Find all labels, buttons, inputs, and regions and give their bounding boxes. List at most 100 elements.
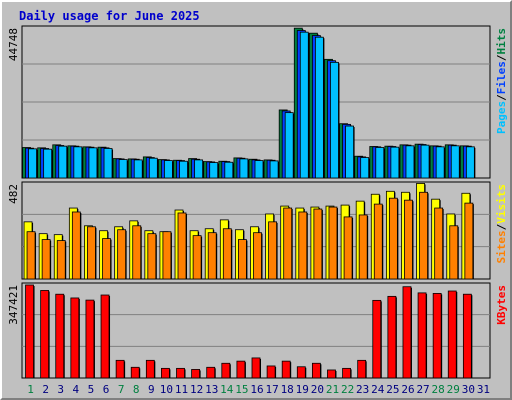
bar-kbytes-day-20 [311, 362, 321, 379]
bar-pages-day-26 [405, 145, 415, 179]
bar-pages-day-20 [314, 36, 324, 179]
visits-panel: 482 Sites/Visits [7, 181, 508, 280]
bar-kbytes-day-24 [372, 299, 382, 379]
bar-kbytes-day-17 [266, 365, 276, 379]
x-tick-day-11: 11 [175, 383, 188, 396]
kbytes-panel: 347421 KBytes [7, 282, 508, 379]
bar-kbytes-day-25 [387, 295, 397, 379]
bar-sites-day-29 [449, 225, 459, 280]
x-tick-day-27: 27 [416, 383, 429, 396]
bar-kbytes-day-30 [462, 293, 472, 379]
x-tick-day-20: 20 [311, 383, 324, 396]
x-tick-day-12: 12 [190, 383, 203, 396]
bar-pages-day-18 [284, 112, 294, 179]
bar-sites-day-19 [298, 211, 308, 280]
bar-kbytes-day-9 [145, 359, 155, 379]
x-tick-day-31: 31 [477, 383, 490, 396]
bar-kbytes-day-11 [176, 367, 185, 379]
bar-sites-day-1 [26, 231, 36, 280]
bar-pages-day-25 [390, 146, 400, 179]
bar-sites-day-4 [71, 211, 81, 280]
bar-sites-day-27 [419, 191, 428, 280]
x-tick-day-14: 14 [220, 383, 234, 396]
bar-kbytes-day-4 [70, 297, 80, 379]
bar-kbytes-day-27 [417, 292, 427, 379]
bar-kbytes-day-5 [85, 299, 95, 379]
bar-pages-day-1 [28, 148, 37, 179]
bar-kbytes-day-1 [25, 284, 34, 379]
x-tick-day-21: 21 [326, 383, 339, 396]
x-tick-day-2: 2 [42, 383, 49, 396]
bar-kbytes-day-7 [115, 359, 125, 379]
bar-kbytes-day-18 [281, 360, 291, 379]
bar-sites-day-24 [373, 203, 383, 280]
bar-pages-day-13 [209, 162, 219, 179]
bar-kbytes-day-29 [447, 290, 457, 379]
x-tick-day-5: 5 [88, 383, 95, 396]
bar-sites-day-11 [177, 212, 187, 280]
bar-sites-day-5 [87, 226, 96, 280]
legend-entry: Sites [495, 230, 508, 263]
bar-kbytes-day-6 [100, 294, 110, 379]
x-tick-day-24: 24 [371, 383, 385, 396]
legend-entry: Pages [495, 101, 508, 134]
hits-panel-legend: Pages/Files/Hits [495, 28, 508, 134]
x-tick-day-30: 30 [462, 383, 475, 396]
bar-pages-day-8 [133, 159, 143, 179]
x-tick-day-1: 1 [27, 383, 34, 396]
bar-kbytes-day-19 [296, 366, 306, 379]
bar-sites-day-7 [117, 229, 127, 280]
bar-pages-day-22 [345, 125, 354, 179]
bar-pages-day-7 [118, 159, 128, 179]
bar-pages-day-27 [420, 144, 430, 179]
bar-pages-day-29 [450, 145, 460, 179]
bar-pages-day-28 [435, 146, 445, 179]
bar-pages-day-5 [88, 147, 98, 179]
x-tick-day-23: 23 [356, 383, 369, 396]
legend-entry: / [495, 223, 508, 230]
hits-panel-max-label: 44748 [7, 28, 20, 61]
bar-sites-day-2 [41, 239, 51, 280]
bar-pages-day-17 [269, 160, 279, 179]
bar-sites-day-9 [147, 233, 157, 280]
bar-sites-day-28 [434, 207, 444, 280]
visits-panel-legend: Sites/Visits [495, 184, 508, 264]
x-tick-day-13: 13 [205, 383, 218, 396]
bar-pages-day-30 [465, 146, 475, 179]
chart-title: Daily usage for June 2025 [19, 9, 200, 23]
x-tick-day-9: 9 [148, 383, 155, 396]
bar-kbytes-day-3 [55, 293, 65, 379]
legend-entry: Files [495, 61, 508, 94]
bar-pages-day-19 [299, 31, 309, 179]
bar-sites-day-8 [132, 225, 142, 280]
x-tick-day-17: 17 [265, 383, 278, 396]
bar-kbytes-day-16 [251, 357, 261, 379]
bar-sites-day-6 [102, 238, 111, 280]
kbytes-panel-max-label: 347421 [7, 285, 20, 325]
bar-sites-day-3 [56, 240, 66, 280]
bar-sites-day-23 [358, 214, 368, 280]
bar-pages-day-6 [103, 148, 113, 179]
bar-kbytes-day-10 [161, 367, 170, 379]
x-tick-day-10: 10 [160, 383, 173, 396]
bar-kbytes-day-14 [221, 362, 231, 379]
x-tick-day-16: 16 [250, 383, 263, 396]
visits-panel-max-label: 482 [7, 184, 20, 204]
legend-entry: / [495, 54, 508, 61]
bar-pages-day-14 [224, 161, 234, 179]
bar-pages-day-12 [194, 159, 204, 179]
bar-pages-day-15 [239, 158, 249, 179]
legend-entry: KBytes [495, 285, 508, 325]
bar-sites-day-26 [404, 199, 413, 280]
bar-sites-day-30 [464, 202, 474, 280]
bar-pages-day-10 [164, 160, 173, 179]
legend-entry: Visits [495, 184, 508, 224]
bar-sites-day-17 [268, 221, 277, 280]
bar-sites-day-20 [313, 208, 323, 280]
bar-sites-day-25 [388, 197, 398, 280]
bar-sites-day-22 [343, 216, 353, 280]
bar-kbytes-day-2 [40, 290, 50, 379]
bar-kbytes-day-21 [327, 369, 336, 379]
